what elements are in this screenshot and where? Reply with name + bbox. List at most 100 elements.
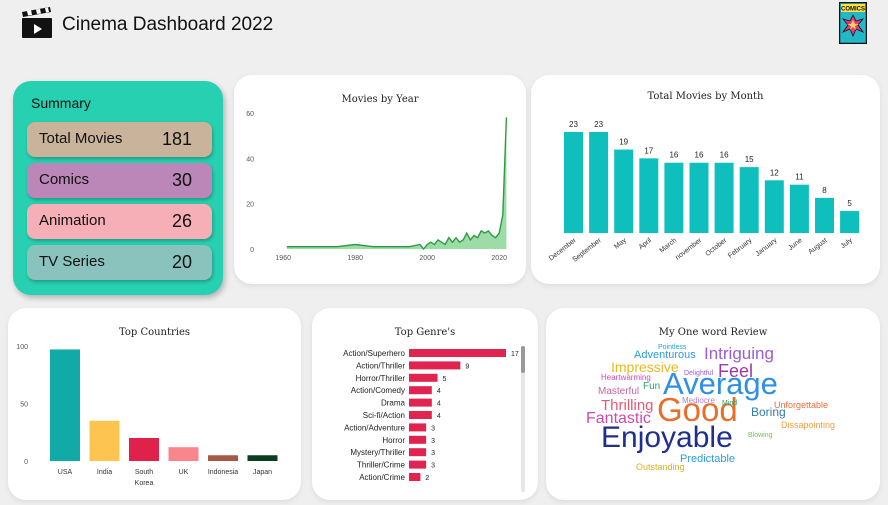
bar [664, 162, 684, 233]
y-tick-label: 60 [246, 111, 254, 118]
word-cloud-word: Feel [718, 361, 754, 381]
comics-badge-text: COMICS [841, 7, 865, 13]
genre-scrollbar-thumb[interactable] [521, 346, 525, 373]
x-tick-label: January [755, 237, 779, 258]
summary-label: Comics [39, 171, 90, 188]
x-tick-label: november [674, 237, 703, 262]
word-cloud-word: Unforgettable [774, 400, 829, 410]
word-cloud-word: Fun [643, 381, 661, 392]
x-tick-label: March [658, 237, 678, 255]
y-tick-label: Action/Adventure [344, 423, 405, 432]
summary-label: Total Movies [39, 130, 123, 147]
genre-scrollbar[interactable] [521, 346, 525, 492]
bar [409, 349, 506, 357]
x-tick-label: UK [179, 469, 189, 476]
chart-title: Total Movies by Month [647, 91, 764, 102]
data-label: 16 [695, 151, 704, 160]
bar [50, 349, 80, 461]
data-label: 15 [745, 155, 754, 164]
bar [614, 149, 634, 233]
summary-row-animation: Animation 26 [27, 204, 212, 239]
x-tick-label: February [727, 237, 754, 260]
bar [639, 158, 659, 233]
word-cloud-word: Good [657, 391, 738, 428]
y-tick-label: Sci-fi/Action [363, 411, 405, 420]
x-tick-label: April [638, 237, 654, 251]
x-tick-label: South Korea [135, 469, 154, 487]
series-area [286, 117, 507, 249]
word-cloud-word: Average [663, 366, 778, 401]
word-cloud-word: Boring [751, 405, 786, 419]
summary-row-tv-series: TV Series 20 [27, 245, 212, 280]
word-cloud-word: Mediocre [682, 396, 715, 405]
word-cloud-word: Adventurous [634, 349, 696, 361]
data-label: 2 [425, 475, 429, 482]
chart-title: Movies by Year [341, 94, 419, 105]
y-tick-label: Action/Superhero [343, 349, 405, 358]
data-label: 3 [431, 463, 435, 470]
bar [409, 473, 421, 481]
word-cloud-word: Thrilling [601, 397, 654, 414]
bar [589, 132, 609, 233]
word-cloud-word: Outstanding [636, 462, 685, 472]
word-cloud: Pointless Adventurous Intriguing Impressive… [546, 308, 880, 500]
bar [689, 162, 709, 233]
x-tick-label: August [807, 237, 829, 256]
bar [409, 361, 461, 370]
x-tick-label: USA [58, 469, 73, 476]
x-tick-label: September [572, 237, 604, 264]
data-label: 19 [619, 138, 628, 147]
word-cloud-word: Mind [722, 400, 738, 407]
word-cloud-word: Enjoyable [601, 421, 733, 454]
x-tick-label: 2020 [491, 255, 507, 262]
bar [247, 455, 278, 461]
bar [89, 420, 120, 461]
bar [564, 132, 583, 233]
bar [789, 184, 809, 233]
comics-logo: COMICS [838, 1, 868, 45]
word-cloud-word: Pointless [658, 344, 687, 351]
bar [764, 180, 784, 233]
summary-row-total-movies: Total Movies 181 [27, 122, 212, 157]
y-tick-label: Drama [381, 399, 406, 408]
data-label: 5 [443, 376, 447, 383]
top-genres-card: Top Genre's Action/Superhero 17 Action/Thr… [312, 308, 538, 500]
x-tick-label: 1980 [347, 255, 363, 262]
x-tick-label: Indonesia [208, 469, 238, 476]
summary-value: 181 [161, 129, 192, 149]
summary-value: 20 [171, 252, 192, 272]
bar [714, 162, 734, 233]
data-label: 16 [669, 151, 678, 160]
movies-by-year-card: Movies by Year 0 20 40 60 1960 1980 2000 2020 [234, 75, 526, 284]
summary-panel: Summary Total Movies 181 Comics 30 Anima… [13, 81, 223, 295]
bar [409, 460, 427, 469]
data-label: 9 [465, 363, 469, 370]
x-tick-label: 1960 [275, 255, 291, 262]
bar [409, 373, 438, 382]
top-genres-chart: Action/Superhero 17 Action/Thriller 9 Horror… [343, 349, 519, 482]
top-countries-card: Top Countries 0 50 100 USA India South Korea UK… [8, 308, 301, 500]
y-tick-label: Action/Crime [359, 473, 405, 482]
summary-value: 26 [171, 211, 192, 231]
x-tick-label: 2000 [419, 255, 435, 262]
summary-row-comics: Comics 30 [27, 163, 212, 198]
data-label: 23 [594, 120, 603, 129]
x-tick-label: October [704, 237, 728, 258]
word-review-card: My One word Review Pointless Adventurous I… [546, 308, 880, 500]
data-label: 4 [437, 388, 441, 395]
data-label: 3 [431, 438, 435, 445]
bar [409, 423, 427, 432]
movies-by-month-chart: 23December23September19May17April16March… [548, 120, 860, 264]
y-tick-label: 40 [246, 156, 254, 163]
y-tick-label: 20 [246, 202, 254, 209]
word-cloud-word: Masterful [598, 386, 640, 397]
summary-value: 30 [171, 170, 192, 190]
series-line [286, 117, 508, 251]
bar [409, 435, 427, 444]
word-cloud-word: Fantastic [586, 410, 651, 427]
data-label: 16 [720, 151, 729, 160]
bar [129, 438, 159, 461]
y-tick-label: 0 [250, 247, 254, 254]
movies-by-month-card: Total Movies by Month 23 December 23 Septem… [531, 75, 880, 284]
bar [409, 411, 432, 419]
